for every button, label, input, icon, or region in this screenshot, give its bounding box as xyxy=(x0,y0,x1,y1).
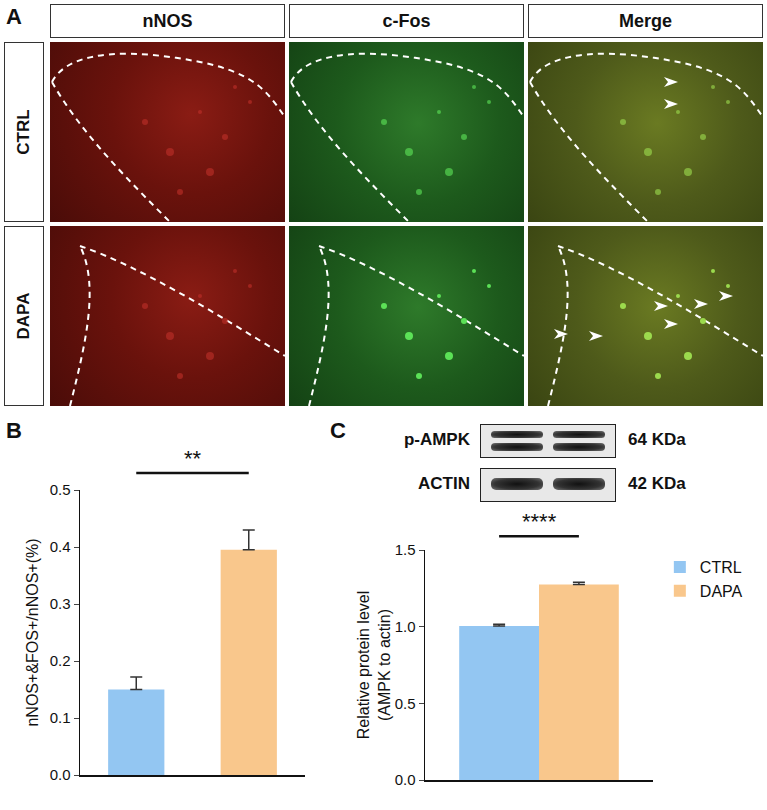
svg-text:0.1: 0.1 xyxy=(50,709,71,726)
svg-text:0.5: 0.5 xyxy=(395,695,416,712)
svg-text:CTRL: CTRL xyxy=(700,559,742,576)
html-text:64 KDa: 64 KDa xyxy=(628,430,686,449)
html-text:42 KDa: 42 KDa xyxy=(628,474,686,493)
html-text:C: C xyxy=(330,418,346,443)
html-text:CTRL: CTRL xyxy=(14,109,33,155)
svg-text:1.0: 1.0 xyxy=(395,618,416,635)
html-text:c-Fos: c-Fos xyxy=(382,10,431,31)
html-text:DAPA: DAPA xyxy=(14,292,33,340)
svg-text:0.2: 0.2 xyxy=(50,652,71,669)
svg-text:nNOS+&FOS+/nNOS+(%): nNOS+&FOS+/nNOS+(%) xyxy=(24,538,41,726)
html-text:A: A xyxy=(6,4,22,29)
html-text:B: B xyxy=(6,418,22,443)
svg-text:**: ** xyxy=(184,446,202,471)
svg-text:1.5: 1.5 xyxy=(395,541,416,558)
svg-text:0.0: 0.0 xyxy=(395,771,416,788)
svg-text:0.5: 0.5 xyxy=(50,481,71,498)
html-text:ACTIN: ACTIN xyxy=(418,474,470,493)
svg-text:DAPA: DAPA xyxy=(700,583,743,600)
svg-text:Relative protein level(AMPK to: Relative protein level(AMPK to actin) xyxy=(355,591,393,740)
html-text:nNOS: nNOS xyxy=(142,10,193,31)
svg-text:0.4: 0.4 xyxy=(50,538,71,555)
html-text:Merge: Merge xyxy=(619,10,672,31)
svg-text:0.0: 0.0 xyxy=(50,766,71,783)
html-text:p-AMPK: p-AMPK xyxy=(403,430,470,449)
svg-text:****: **** xyxy=(522,509,557,534)
svg-text:0.3: 0.3 xyxy=(50,595,71,612)
